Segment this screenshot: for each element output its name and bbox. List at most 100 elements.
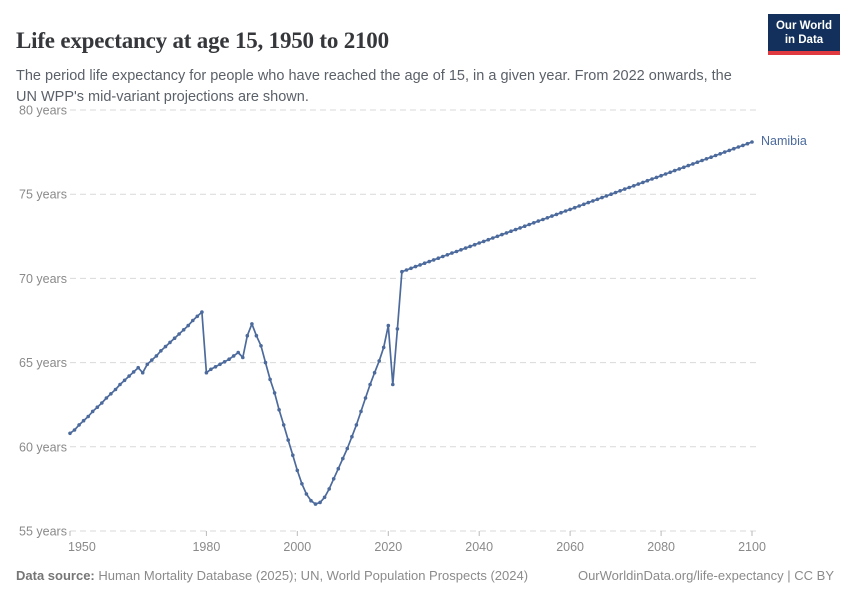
data-point[interactable] <box>636 182 641 186</box>
data-point[interactable] <box>541 217 545 222</box>
data-point[interactable] <box>672 168 677 173</box>
data-point[interactable] <box>350 434 354 439</box>
data-point[interactable] <box>632 184 636 188</box>
data-point[interactable] <box>118 382 122 387</box>
data-point[interactable] <box>577 204 581 208</box>
data-point[interactable] <box>268 377 272 382</box>
data-point[interactable] <box>491 236 495 240</box>
data-point[interactable] <box>68 431 72 436</box>
data-point[interactable] <box>554 212 559 217</box>
data-point[interactable] <box>595 197 600 202</box>
data-point[interactable] <box>341 456 345 461</box>
data-point[interactable] <box>95 405 100 410</box>
data-point[interactable] <box>245 333 250 338</box>
data-point[interactable] <box>659 173 663 178</box>
data-point[interactable] <box>336 466 341 471</box>
data-point[interactable] <box>413 264 418 269</box>
data-point[interactable] <box>104 396 109 400</box>
data-point[interactable] <box>618 189 622 193</box>
data-point[interactable] <box>309 498 313 503</box>
data-point[interactable] <box>322 495 327 500</box>
data-point[interactable] <box>122 378 127 383</box>
data-point[interactable] <box>527 222 531 227</box>
data-point[interactable] <box>568 207 572 212</box>
data-point[interactable] <box>200 310 204 314</box>
data-point[interactable] <box>159 349 163 353</box>
data-point[interactable] <box>181 328 186 332</box>
data-point[interactable] <box>627 185 631 190</box>
data-point[interactable] <box>254 333 259 338</box>
data-point[interactable] <box>109 392 113 396</box>
data-point[interactable] <box>300 482 304 486</box>
data-point[interactable] <box>536 219 541 223</box>
data-point[interactable] <box>331 477 336 481</box>
data-point[interactable] <box>545 216 550 220</box>
data-point[interactable] <box>600 195 604 200</box>
data-point[interactable] <box>572 205 577 210</box>
data-point[interactable] <box>291 453 295 458</box>
data-point[interactable] <box>77 423 81 427</box>
data-point[interactable] <box>668 170 672 175</box>
data-point[interactable] <box>236 350 240 355</box>
data-point[interactable] <box>218 362 222 367</box>
data-point[interactable] <box>609 192 613 196</box>
data-point[interactable] <box>591 199 595 203</box>
data-point[interactable] <box>700 158 704 163</box>
data-point[interactable] <box>286 438 291 442</box>
data-point[interactable] <box>81 418 86 423</box>
data-point[interactable] <box>750 140 754 144</box>
data-point[interactable] <box>227 357 231 362</box>
data-point[interactable] <box>582 202 586 207</box>
data-point[interactable] <box>641 180 645 185</box>
data-point[interactable] <box>741 143 745 148</box>
data-point[interactable] <box>127 374 131 378</box>
data-point[interactable] <box>281 423 286 427</box>
data-point[interactable] <box>486 237 491 242</box>
data-point[interactable] <box>204 370 209 375</box>
data-point[interactable] <box>695 160 700 164</box>
data-point[interactable] <box>145 362 150 367</box>
data-point[interactable] <box>431 258 436 262</box>
data-point[interactable] <box>441 254 445 259</box>
data-point[interactable] <box>168 340 172 345</box>
data-point[interactable] <box>368 382 372 387</box>
data-point[interactable] <box>259 344 263 348</box>
data-point[interactable] <box>191 318 195 323</box>
data-point[interactable] <box>131 370 136 374</box>
data-point[interactable] <box>136 365 140 370</box>
data-point[interactable] <box>445 253 450 257</box>
data-point[interactable] <box>513 227 518 232</box>
data-point[interactable] <box>295 468 300 473</box>
data-point[interactable] <box>304 492 309 496</box>
data-point[interactable] <box>563 209 568 213</box>
data-point[interactable] <box>550 214 554 218</box>
data-point[interactable] <box>395 327 400 331</box>
data-point[interactable] <box>313 502 318 506</box>
data-point[interactable] <box>532 221 536 225</box>
data-point[interactable] <box>645 178 650 183</box>
data-point[interactable] <box>409 266 413 271</box>
data-point[interactable] <box>391 382 395 387</box>
data-point[interactable] <box>186 323 190 328</box>
data-point[interactable] <box>468 244 472 249</box>
data-point[interactable] <box>518 226 522 230</box>
data-point[interactable] <box>381 345 386 350</box>
data-point[interactable] <box>709 155 713 159</box>
data-point[interactable] <box>613 190 618 195</box>
data-point[interactable] <box>163 344 168 349</box>
data-point[interactable] <box>713 153 718 158</box>
data-point[interactable] <box>604 194 609 198</box>
data-point[interactable] <box>172 336 177 341</box>
entity-label-namibia[interactable]: Namibia <box>761 134 807 148</box>
data-point[interactable] <box>477 241 482 245</box>
data-point[interactable] <box>686 163 691 168</box>
data-point[interactable] <box>377 359 382 363</box>
data-point[interactable] <box>363 396 368 400</box>
data-point[interactable] <box>90 409 95 414</box>
data-point[interactable] <box>222 360 227 364</box>
data-point[interactable] <box>231 354 236 358</box>
data-point[interactable] <box>622 187 627 191</box>
data-point[interactable] <box>359 409 363 414</box>
data-point[interactable] <box>522 224 527 228</box>
data-point[interactable] <box>654 175 659 180</box>
